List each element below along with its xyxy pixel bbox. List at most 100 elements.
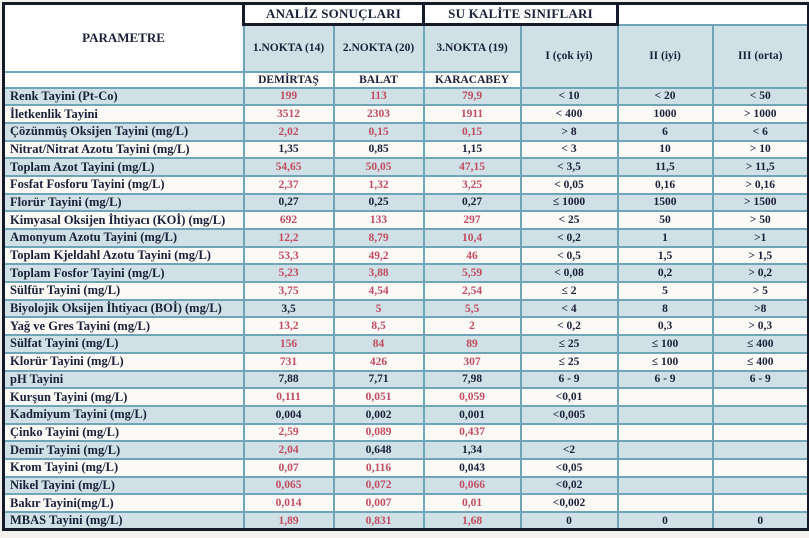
table-row: Biyolojik Oksijen İhtiyacı (BOİ) (mg/L) … [2,298,809,319]
class-ii-limit: 0,3 [616,316,714,337]
class-i-limit: < 25 [519,210,619,230]
class-iii-limit [711,387,809,407]
class-ii-limit: 5 [616,281,714,301]
parameter-name: Krom Tayini (mg/L) [2,457,245,478]
class-ii-limit [616,475,714,496]
class-ii-limit: 6 [616,121,714,142]
parameter-name: Sülfür Tayini (mg/L) [2,281,245,301]
class-i-limit: <0,005 [519,404,619,425]
class-i-limit: ≤ 25 [519,351,619,372]
value-point-2: 113 [332,86,425,107]
value-point-1: 2,37 [242,174,335,195]
parameter-name: Amonyum Azotu Tayini (mg/L) [2,228,245,248]
class-i-limit: <0,01 [519,387,619,407]
class-ii-limit: 1,5 [616,245,714,266]
class-iii-limit: < 50 [711,86,809,107]
station-balat-header: BALAT [332,70,425,89]
value-point-1: 2,02 [242,121,335,142]
class-ii-limit [616,440,714,460]
parameter-name: Çözünmüş Oksijen Tayini (mg/L) [2,121,245,142]
value-point-1: 0,065 [242,475,335,496]
class-iii-limit: >8 [711,298,809,319]
value-point-2: 0,648 [332,440,425,460]
class-i-limit: < 10 [519,86,619,107]
parameter-name: Renk Tayini (Pt-Co) [2,86,245,107]
value-point-3: 1911 [422,104,522,124]
parameter-name: pH Tayini [2,369,245,390]
value-point-1: 0,111 [242,387,335,407]
class-i-limit: < 0,5 [519,245,619,266]
value-point-1: 692 [242,210,335,230]
value-point-1: 7,88 [242,369,335,390]
table-row: Demir Tayini (mg/L) 2,04 0,648 1,34 <2 [2,440,809,460]
parameter-name: Biyolojik Oksijen İhtiyacı (BOİ) (mg/L) [2,298,245,319]
point-1-header: 1.NOKTA (14) [242,23,335,73]
class-iii-limit: ≤ 400 [711,334,809,354]
class-iii-limit: < 6 [711,121,809,142]
parameter-name: Bakır Tayini(mg/L) [2,493,245,513]
value-point-3: 2 [422,316,522,337]
value-point-1: 3512 [242,104,335,124]
class-ii-limit: 10 [616,139,714,160]
class-i-limit: < 0,2 [519,316,619,337]
value-point-2: 0,051 [332,387,425,407]
parameter-column-header: PARAMETRE [2,2,245,73]
value-point-3: 0,437 [422,422,522,443]
table-row: Kurşun Tayini (mg/L) 0,111 0,051 0,059 <… [2,387,809,407]
value-point-2: 0,15 [332,121,425,142]
parameter-name: Kurşun Tayini (mg/L) [2,387,245,407]
value-point-1: 2,04 [242,440,335,460]
parameter-name: MBAS Tayini (mg/L) [2,511,245,531]
table-row: Sülfat Tayini (mg/L) 156 84 89 ≤ 25 ≤ 10… [2,334,809,354]
header-row-points: 1.NOKTA (14) 2.NOKTA (20) 3.NOKTA (19) I… [4,23,809,89]
value-point-1: 5,23 [242,263,335,284]
value-point-2: 0,072 [332,475,425,496]
value-point-1: 156 [242,334,335,354]
class-iii-limit [711,404,809,425]
class-i-limit: <2 [519,440,619,460]
class-ii-limit: 1 [616,228,714,248]
value-point-2: 0,85 [332,139,425,160]
value-point-1: 54,65 [242,157,335,177]
table-row: MBAS Tayini (mg/L) 1,89 0,831 1,68 0 0 0 [2,511,809,531]
value-point-3: 0,059 [422,387,522,407]
table-header: PARAMETRE ANALİZ SONUÇLARI SU KALİTE SIN… [2,2,809,89]
value-point-1: 0,014 [242,493,335,513]
value-point-3: 2,54 [422,281,522,301]
class-iii-limit [711,475,809,496]
value-point-3: 5,5 [422,298,522,319]
value-point-3: 0,001 [422,404,522,425]
parameter-name: Fosfat Fosforu Tayini (mg/L) [2,174,245,195]
class-i-limit: 6 - 9 [519,369,619,390]
point-2-header: 2.NOKTA (20) [332,23,425,73]
station-demirtas-header: DEMİRTAŞ [242,70,335,89]
class-i-limit: <0,02 [519,475,619,496]
parameter-name: Sülfat Tayini (mg/L) [2,334,245,354]
value-point-3: 1,68 [422,511,522,531]
class-i-limit: > 8 [519,121,619,142]
table-row: Toplam Fosfor Tayini (mg/L) 5,23 3,88 5,… [2,263,809,284]
table-row: Krom Tayini (mg/L) 0,07 0,116 0,043 <0,0… [2,457,809,478]
table-row: Klorür Tayini (mg/L) 731 426 307 ≤ 25 ≤ … [2,351,809,372]
class-ii-header: II (iyi) [616,23,714,89]
table-row: Nitrat/Nitrat Azotu Tayini (mg/L) 1,35 0… [2,139,809,160]
value-point-3: 10,4 [422,228,522,248]
value-point-3: 0,15 [422,121,522,142]
parameter-name: İletkenlik Tayini [2,104,245,124]
class-iii-limit: 6 - 9 [711,369,809,390]
class-ii-limit: 1000 [616,104,714,124]
class-iii-limit: > 5 [711,281,809,301]
class-i-limit: ≤ 1000 [519,192,619,213]
class-i-limit [519,422,619,443]
class-i-limit: 0 [519,511,619,531]
value-point-2: 2303 [332,104,425,124]
header-spacer-cell [616,2,809,26]
class-iii-limit: >1 [711,228,809,248]
parameter-name: Demir Tayini (mg/L) [2,440,245,460]
class-iii-limit: > 1000 [711,104,809,124]
class-ii-limit: 6 - 9 [616,369,714,390]
table-row: Çözünmüş Oksijen Tayini (mg/L) 2,02 0,15… [2,121,809,142]
value-point-2: 4,54 [332,281,425,301]
table-row: Nikel Tayini (mg/L) 0,065 0,072 0,066 <0… [2,475,809,496]
